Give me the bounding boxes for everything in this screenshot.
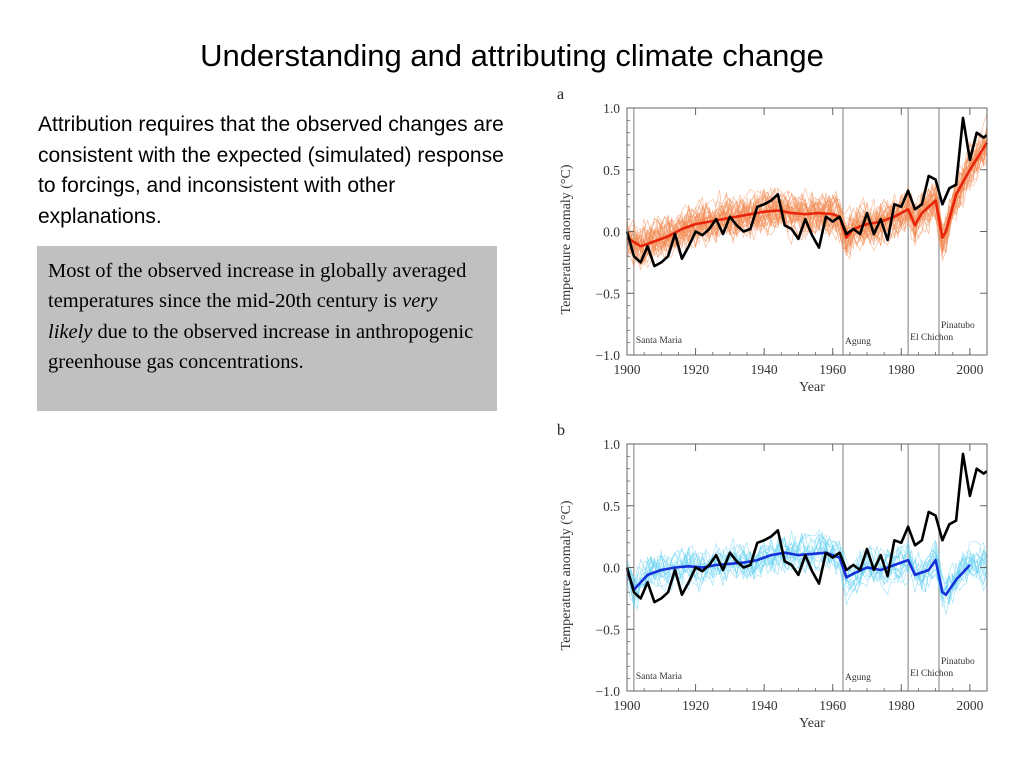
y-tick-label: 1.0 (603, 101, 620, 116)
eruption-label: Pinatubo (941, 657, 975, 667)
x-tick-label: 1940 (751, 698, 778, 713)
y-tick-label: −1.0 (596, 684, 621, 699)
model-run-line (626, 134, 988, 252)
observed-line (625, 116, 988, 268)
model-run-line (626, 141, 988, 263)
y-tick-label: −1.0 (596, 348, 621, 363)
observed-line (625, 452, 988, 604)
x-tick-label: 1900 (614, 362, 641, 377)
model-run-line (626, 134, 988, 256)
x-tick-label: 1920 (682, 698, 709, 713)
panel-label: b (557, 422, 565, 439)
x-tick-label: 1980 (888, 362, 915, 377)
model-run-line (626, 529, 988, 611)
y-tick-label: 0.0 (603, 561, 620, 576)
chart-panel-b: b Santa Maria Agung El Chichon Pinatubo −1.0 −… (550, 418, 1024, 748)
x-tick-label: 2000 (956, 698, 983, 713)
model-run-line (626, 139, 988, 259)
eruption-label: Santa Maria (636, 336, 683, 346)
y-axis-label: Temperature anomaly (°C) (559, 164, 574, 314)
y-tick-label: −0.5 (596, 622, 621, 637)
key-finding-box: Most of the observed increase in globall… (37, 246, 497, 411)
eruption-label: Pinatubo (941, 321, 975, 331)
eruption-label: Santa Maria (636, 672, 683, 682)
slide-title: Understanding and attributing climate ch… (200, 38, 824, 73)
x-tick-label: 1920 (682, 362, 709, 377)
eruption-label: El Chichon (910, 333, 953, 343)
y-axis-label: Temperature anomaly (°C) (559, 500, 574, 650)
key-finding-text-start: Most of the observed increase in globall… (48, 260, 467, 313)
model-run-line (626, 533, 988, 608)
x-tick-label: 1960 (819, 698, 846, 713)
chart-a-svg: a Santa Maria Agung El Chichon Pinatubo −1.0 −… (557, 86, 989, 395)
x-tick-label: 1960 (819, 362, 846, 377)
x-tick-label: 1980 (888, 698, 915, 713)
chart-b-svg: b Santa Maria Agung El Chichon Pinatubo −1.0 −… (557, 422, 988, 731)
x-axis-label: Year (799, 380, 825, 395)
eruption-label: El Chichon (910, 669, 953, 679)
y-tick-label: −0.5 (596, 286, 621, 301)
model-mean-line (625, 551, 971, 596)
y-tick-label: 0.5 (603, 163, 620, 178)
chart-panel-a: a Santa Maria Agung El Chichon Pinatubo −1.0 −… (550, 82, 1024, 412)
eruption-label: Agung (845, 673, 871, 683)
x-axis-label: Year (799, 716, 825, 731)
y-tick-label: 0.0 (603, 225, 620, 240)
panel-label: a (557, 86, 564, 103)
eruption-label: Agung (845, 337, 871, 347)
x-tick-label: 2000 (956, 362, 983, 377)
model-run-line (626, 535, 988, 607)
key-finding-text-end: due to the observed increase in anthropo… (48, 320, 474, 373)
key-finding-emphasis: very likely (48, 290, 438, 343)
x-tick-label: 1900 (614, 698, 641, 713)
intro-paragraph: Attribution requires that the observed c… (38, 113, 504, 228)
y-tick-label: 0.5 (603, 499, 620, 514)
y-tick-label: 1.0 (603, 437, 620, 452)
x-tick-label: 1940 (751, 362, 778, 377)
model-mean-line (626, 141, 989, 248)
